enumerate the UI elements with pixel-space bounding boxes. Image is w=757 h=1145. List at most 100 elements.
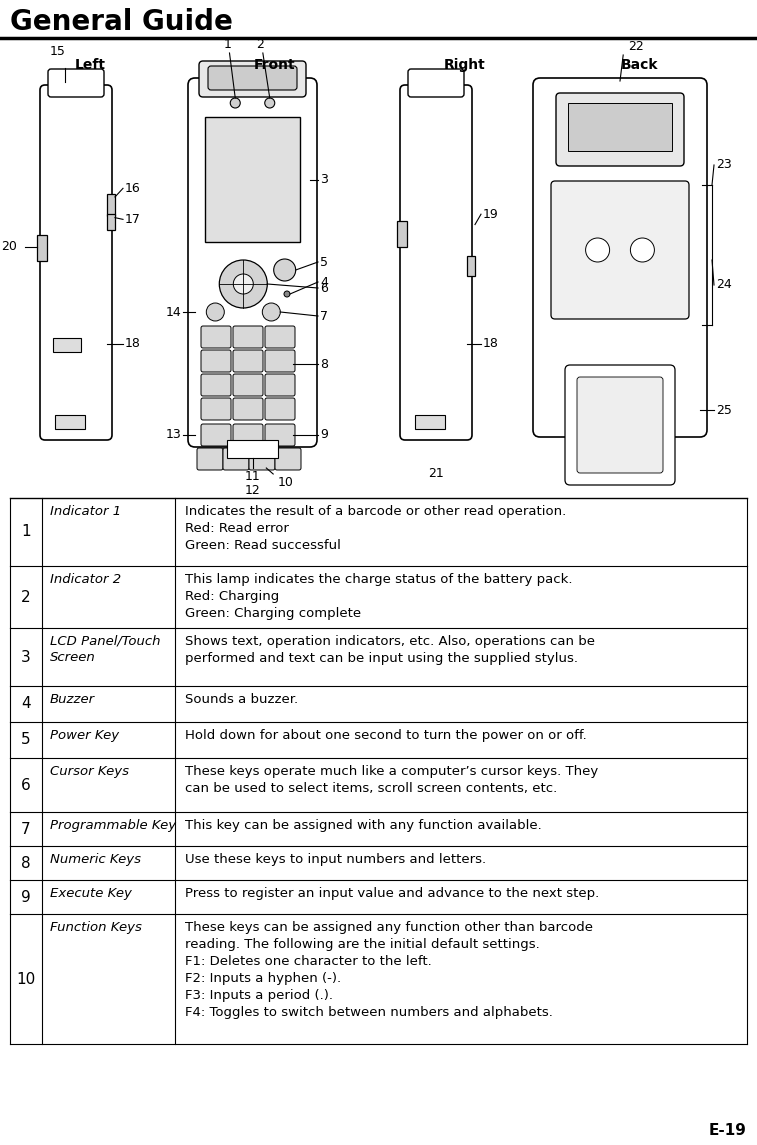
Text: 18: 18 (125, 337, 141, 350)
Text: This key can be assigned with any function available.: This key can be assigned with any functi… (185, 819, 542, 832)
Bar (107, 214, 115, 230)
FancyBboxPatch shape (265, 326, 295, 348)
FancyBboxPatch shape (265, 398, 295, 420)
FancyBboxPatch shape (223, 448, 249, 469)
Bar (205, 117, 300, 242)
Text: Execute Key: Execute Key (50, 887, 132, 900)
Text: This lamp indicates the charge status of the battery pack.
Red: Charging
Green: : This lamp indicates the charge status of… (185, 572, 572, 619)
Text: 10: 10 (17, 971, 36, 987)
Text: 19: 19 (483, 207, 499, 221)
Text: 7: 7 (320, 309, 328, 323)
Text: E-19: E-19 (709, 1123, 747, 1138)
Text: Right: Right (444, 58, 486, 72)
FancyBboxPatch shape (188, 78, 317, 447)
Text: 8: 8 (320, 357, 328, 371)
Text: 10: 10 (278, 476, 294, 489)
Text: 6: 6 (320, 282, 328, 294)
FancyBboxPatch shape (577, 377, 663, 473)
FancyBboxPatch shape (249, 448, 275, 469)
FancyBboxPatch shape (197, 448, 223, 469)
Text: Buzzer: Buzzer (50, 693, 95, 706)
Text: 21: 21 (428, 467, 444, 480)
Text: 1: 1 (223, 38, 231, 52)
Circle shape (262, 303, 280, 321)
Text: 17: 17 (125, 213, 141, 226)
FancyBboxPatch shape (233, 350, 263, 372)
Text: Back: Back (621, 58, 659, 72)
Circle shape (207, 303, 224, 321)
Circle shape (265, 98, 275, 108)
Text: 13: 13 (165, 428, 181, 442)
Text: 5: 5 (320, 255, 328, 268)
FancyBboxPatch shape (201, 350, 231, 372)
Text: Cursor Keys: Cursor Keys (50, 765, 129, 777)
Circle shape (220, 260, 267, 308)
Text: These keys can be assigned any function other than barcode
reading. The followin: These keys can be assigned any function … (185, 921, 593, 1019)
Text: 20: 20 (1, 240, 17, 253)
Text: 25: 25 (716, 403, 732, 417)
Bar (37, 235, 47, 261)
FancyBboxPatch shape (265, 374, 295, 396)
Circle shape (284, 291, 290, 297)
Text: 9: 9 (320, 428, 328, 442)
Text: 9: 9 (21, 890, 31, 905)
Text: 3: 3 (320, 173, 328, 185)
Text: Use these keys to input numbers and letters.: Use these keys to input numbers and lett… (185, 853, 486, 866)
FancyBboxPatch shape (201, 326, 231, 348)
Text: Programmable Key: Programmable Key (50, 819, 176, 832)
Text: Indicator 2: Indicator 2 (50, 572, 121, 586)
FancyBboxPatch shape (400, 85, 472, 440)
Circle shape (230, 98, 240, 108)
Text: Shows text, operation indicators, etc. Also, operations can be
performed and tex: Shows text, operation indicators, etc. A… (185, 635, 595, 665)
Text: General Guide: General Guide (10, 8, 233, 35)
Bar (55, 414, 85, 429)
FancyBboxPatch shape (233, 398, 263, 420)
FancyBboxPatch shape (408, 69, 464, 97)
Text: 7: 7 (21, 821, 31, 837)
FancyBboxPatch shape (201, 374, 231, 396)
Text: Left: Left (74, 58, 105, 72)
Text: Sounds a buzzer.: Sounds a buzzer. (185, 693, 298, 706)
Bar (568, 103, 672, 151)
FancyBboxPatch shape (275, 448, 301, 469)
FancyBboxPatch shape (551, 181, 689, 319)
Circle shape (233, 274, 254, 294)
FancyBboxPatch shape (265, 424, 295, 447)
Bar (107, 194, 115, 215)
Bar (415, 414, 445, 429)
FancyBboxPatch shape (233, 326, 263, 348)
Text: 4: 4 (320, 276, 328, 289)
Text: Press to register an input value and advance to the next step.: Press to register an input value and adv… (185, 887, 600, 900)
Text: 24: 24 (716, 278, 732, 292)
Circle shape (631, 238, 654, 262)
Text: Indicates the result of a barcode or other read operation.
Red: Read error
Green: Indicates the result of a barcode or oth… (185, 505, 566, 552)
Text: 11: 11 (245, 469, 260, 483)
FancyBboxPatch shape (208, 66, 297, 90)
Text: 22: 22 (628, 40, 643, 53)
Text: 18: 18 (483, 337, 499, 350)
FancyBboxPatch shape (533, 78, 707, 437)
Text: 2: 2 (257, 38, 264, 52)
Text: 3: 3 (21, 649, 31, 664)
Text: Indicator 1: Indicator 1 (50, 505, 121, 518)
Text: Power Key: Power Key (50, 729, 119, 742)
FancyBboxPatch shape (48, 69, 104, 97)
Text: 23: 23 (716, 158, 732, 172)
FancyBboxPatch shape (201, 398, 231, 420)
FancyBboxPatch shape (233, 424, 263, 447)
Text: Function Keys: Function Keys (50, 921, 142, 934)
Text: Front: Front (254, 58, 296, 72)
Text: 1: 1 (21, 524, 31, 539)
FancyBboxPatch shape (265, 350, 295, 372)
FancyBboxPatch shape (556, 93, 684, 166)
Bar (397, 221, 407, 247)
FancyBboxPatch shape (40, 85, 112, 440)
Text: LCD Panel/Touch
Screen: LCD Panel/Touch Screen (50, 635, 160, 664)
Text: 14: 14 (165, 306, 181, 318)
Text: 12: 12 (245, 484, 260, 497)
Text: 2: 2 (21, 590, 31, 605)
Text: Numeric Keys: Numeric Keys (50, 853, 141, 866)
Circle shape (274, 259, 296, 281)
Bar (53, 339, 81, 353)
Text: 6: 6 (21, 777, 31, 792)
